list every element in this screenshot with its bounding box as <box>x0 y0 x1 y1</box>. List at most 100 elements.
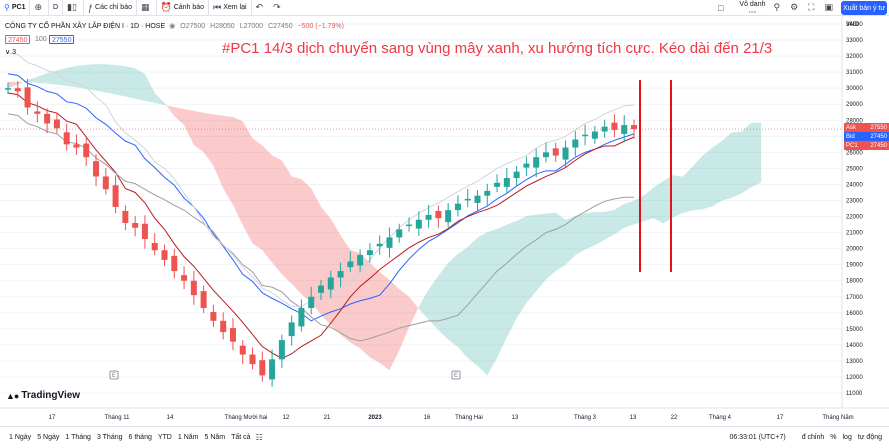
publish-button[interactable]: Xuất bản ý tư <box>841 1 887 15</box>
candle-body-54[interactable] <box>533 157 540 168</box>
candle-body-47[interactable] <box>464 198 471 201</box>
candle-body-44[interactable] <box>435 210 442 219</box>
candle-body-17[interactable] <box>171 255 178 272</box>
candle-body-23[interactable] <box>229 328 236 342</box>
settings-button[interactable]: ⚙ <box>786 0 804 16</box>
indicator-toggle[interactable]: ∨ 3 <box>5 48 16 56</box>
chart-area[interactable]: 3400033000320003100030000290002800027000… <box>0 16 889 426</box>
search-button[interactable]: ⚲ <box>770 0 787 16</box>
percent-toggle[interactable]: % <box>830 434 837 441</box>
indicators-button[interactable]: ƒ Các chỉ báo <box>83 0 136 16</box>
candle-body-11[interactable] <box>112 185 119 207</box>
candle-body-43[interactable] <box>425 214 432 220</box>
candle-body-13[interactable] <box>132 222 139 228</box>
range-4[interactable]: 6 tháng <box>128 434 152 441</box>
candle-body-62[interactable] <box>611 122 618 130</box>
redo-button[interactable]: ↷ <box>269 0 287 16</box>
candle-body-20[interactable] <box>200 291 207 309</box>
alert-button[interactable]: ⏰ Cảnh báo <box>155 0 209 16</box>
candle-body-1[interactable] <box>14 88 21 92</box>
eye-icon[interactable]: ◉ <box>169 23 176 30</box>
range-3[interactable]: 3 Tháng <box>96 434 123 441</box>
sell-button[interactable]: 27450 <box>5 35 31 44</box>
candle-body-38[interactable] <box>376 243 383 247</box>
candle-body-12[interactable] <box>122 210 129 223</box>
range-1[interactable]: 5 Ngày <box>37 434 60 441</box>
account-button[interactable]: Vô danh Lưu <box>735 0 769 16</box>
range-0[interactable]: 1 Ngày <box>9 434 32 441</box>
candle-body-15[interactable] <box>151 243 158 251</box>
layout-button[interactable]: □ <box>714 0 729 16</box>
templates-button[interactable]: ▦ <box>135 0 156 16</box>
tradingview-logo[interactable]: ▲● TradingView <box>6 390 80 401</box>
candle-body-52[interactable] <box>513 171 520 179</box>
candle-body-19[interactable] <box>190 280 197 296</box>
candle-body-53[interactable] <box>523 163 530 168</box>
candle-body-32[interactable] <box>318 285 324 293</box>
candle-body-48[interactable] <box>474 195 481 203</box>
range-2[interactable]: 1 Tháng <box>65 434 91 441</box>
range-7[interactable]: 5 Năm <box>204 434 226 441</box>
replay-button[interactable]: ⏮ Xem lại <box>208 0 250 16</box>
candle-body-35[interactable] <box>347 261 354 268</box>
candle-body-22[interactable] <box>220 320 227 333</box>
candle-body-27[interactable] <box>269 359 276 380</box>
annotation-text[interactable]: #PC1 14/3 dịch chuyển sang vùng mây xanh… <box>222 40 773 57</box>
candle-body-28[interactable] <box>278 340 285 360</box>
candle-body-9[interactable] <box>93 161 100 177</box>
candle-body-14[interactable] <box>141 223 148 240</box>
range-6[interactable]: 1 Năm <box>177 434 199 441</box>
candle-body-7[interactable] <box>73 144 80 148</box>
candle-body-5[interactable] <box>53 119 60 129</box>
candle-body-3[interactable] <box>34 111 41 114</box>
candle-body-59[interactable] <box>582 134 589 137</box>
undo-button[interactable]: ↶ <box>250 0 270 16</box>
candle-body-46[interactable] <box>454 203 461 211</box>
candle-body-60[interactable] <box>591 131 598 139</box>
snapshot-button[interactable]: ▣ <box>820 0 839 16</box>
candle-body-21[interactable] <box>210 312 217 321</box>
candle-body-56[interactable] <box>552 148 559 156</box>
candle-body-42[interactable] <box>415 219 422 229</box>
candle-body-51[interactable] <box>503 178 510 187</box>
earnings-marker-0[interactable] <box>109 370 119 380</box>
candle-body-10[interactable] <box>102 176 109 190</box>
candle-body-39[interactable] <box>386 237 393 248</box>
log-toggle[interactable]: log <box>842 434 852 441</box>
candle-body-45[interactable] <box>445 210 452 223</box>
candle-body-8[interactable] <box>83 143 90 158</box>
range-5[interactable]: YTD <box>157 434 172 441</box>
symbol-search[interactable]: ⚲ PC1 <box>0 0 29 16</box>
adjust-toggle[interactable]: đ chỉnh <box>801 434 825 441</box>
candle-body-40[interactable] <box>396 229 403 238</box>
candle-body-58[interactable] <box>572 139 579 148</box>
candle-body-2[interactable] <box>24 87 31 108</box>
candle-body-33[interactable] <box>327 277 334 290</box>
candle-body-16[interactable] <box>161 250 168 260</box>
candle-body-34[interactable] <box>337 271 344 278</box>
candle-body-30[interactable] <box>298 308 305 327</box>
candle-body-6[interactable] <box>63 132 70 145</box>
candle-body-24[interactable] <box>239 345 246 355</box>
chart-type-button[interactable]: ▮▯ <box>62 0 83 16</box>
candle-body-18[interactable] <box>181 275 188 281</box>
compare-button[interactable]: ⊕ <box>29 0 48 16</box>
candle-body-4[interactable] <box>44 113 51 124</box>
buy-button[interactable]: 27550 <box>49 35 75 44</box>
fullscreen-button[interactable]: ⛶ <box>804 0 820 16</box>
candle-body-49[interactable] <box>484 190 491 196</box>
clock[interactable]: 06:33:01 (UTC+7) <box>729 434 786 441</box>
range-8[interactable]: Tất cả <box>231 434 251 441</box>
candle-body-25[interactable] <box>249 354 256 365</box>
candle-body-50[interactable] <box>494 182 501 187</box>
auto-toggle[interactable]: tự động <box>857 434 882 441</box>
candle-body-57[interactable] <box>562 147 569 160</box>
earnings-marker-1[interactable] <box>451 370 461 380</box>
price-chart[interactable]: 3400033000320003100030000290002800027000… <box>0 16 889 426</box>
candle-body-0[interactable] <box>5 88 11 90</box>
candle-body-37[interactable] <box>366 250 373 256</box>
candle-body-31[interactable] <box>308 296 315 309</box>
candle-body-26[interactable] <box>259 360 266 376</box>
candle-body-36[interactable] <box>357 255 364 266</box>
candle-body-29[interactable] <box>288 322 295 337</box>
